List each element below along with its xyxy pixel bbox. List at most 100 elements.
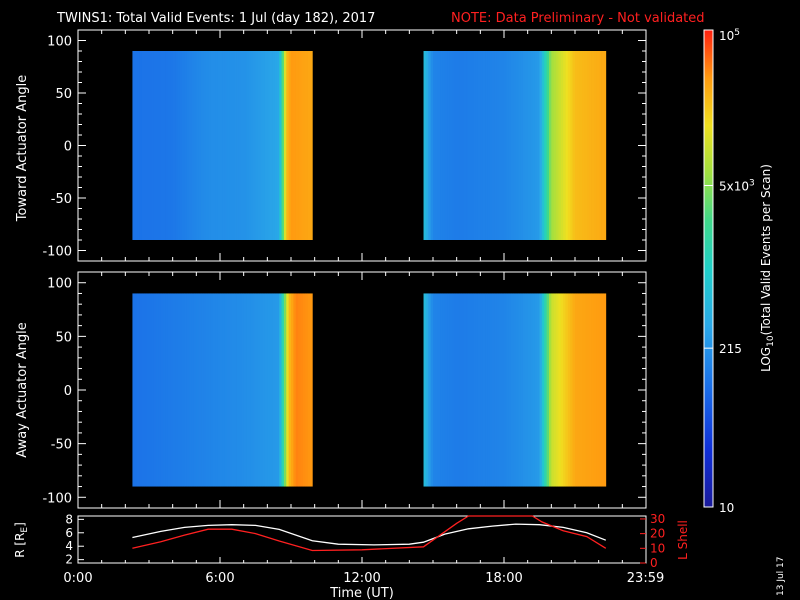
heatmap-column xyxy=(567,293,571,487)
heatmap-column xyxy=(435,51,439,240)
heatmap-column xyxy=(530,293,533,487)
heatmap-column xyxy=(241,51,245,240)
heatmap-column xyxy=(248,293,252,487)
heatmap-column xyxy=(572,293,576,487)
heatmap-column xyxy=(291,293,294,487)
heatmap-column xyxy=(430,51,434,240)
heatmap-column xyxy=(541,51,545,240)
heatmap-column xyxy=(598,51,602,240)
heatmap-column xyxy=(307,293,311,487)
heatmap-column xyxy=(572,51,576,240)
heatmap-column xyxy=(567,51,571,240)
heatmap-column xyxy=(205,293,209,487)
heatmap-column xyxy=(506,293,510,487)
heatmap-column xyxy=(139,51,143,240)
heatmap-column xyxy=(541,293,545,487)
heatmap-column xyxy=(196,51,200,240)
heatmap-column xyxy=(596,293,600,487)
heatmap-column xyxy=(575,293,578,487)
heatmap-column xyxy=(537,293,540,487)
y-tick-label: -50 xyxy=(51,192,72,207)
heatmap-column xyxy=(565,51,569,240)
heatmap-column xyxy=(425,293,429,487)
heatmap-column xyxy=(425,51,429,240)
heatmap-column xyxy=(548,51,552,240)
heatmap-column xyxy=(184,51,188,240)
heatmap-column xyxy=(582,51,585,240)
heatmap-column xyxy=(215,293,219,487)
heatmap-column xyxy=(582,293,585,487)
heatmap-column xyxy=(487,293,491,487)
heatmap-column xyxy=(203,51,207,240)
heatmap-column xyxy=(208,51,211,240)
x-tick-label: 12:00 xyxy=(343,571,380,586)
heatmap-column xyxy=(167,293,171,487)
heatmap-column xyxy=(525,51,529,240)
heatmap-column xyxy=(272,293,275,487)
heatmap-column xyxy=(132,293,136,487)
heatmap-column xyxy=(593,293,597,487)
heatmap-column xyxy=(184,293,188,487)
heatmap-column xyxy=(544,51,547,240)
heatmap-column xyxy=(134,51,138,240)
heatmap-column xyxy=(179,51,183,240)
heatmap-column xyxy=(246,293,249,487)
heatmap-column xyxy=(158,51,162,240)
heatmap-column xyxy=(165,51,169,240)
heatmap-column xyxy=(137,293,140,487)
heatmap-column xyxy=(596,51,600,240)
heatmap-column xyxy=(146,293,150,487)
orbit-panel-frame xyxy=(77,515,647,564)
colorbar-gradient xyxy=(704,30,713,507)
heatmap-column xyxy=(193,293,197,487)
y-tick-label: 0 xyxy=(64,140,72,155)
heatmap-column xyxy=(430,293,434,487)
heatmap-column xyxy=(222,51,226,240)
y-tick-label: 8 xyxy=(65,512,73,526)
colorbar-tick-label: 105 xyxy=(719,28,740,43)
heatmap-column xyxy=(243,51,247,240)
heatmap-column xyxy=(563,51,566,240)
heatmap-column xyxy=(546,51,550,240)
orbit-x-label: Time (UT) xyxy=(329,586,394,600)
heatmap-column xyxy=(560,51,564,240)
heatmap-column xyxy=(440,293,443,487)
heatmap-column xyxy=(193,51,197,240)
heatmap-column xyxy=(428,51,432,240)
heatmap-column xyxy=(177,51,181,240)
heatmap-column xyxy=(298,293,301,487)
away-y-ticks: 100 50 0 -50 -100 xyxy=(42,277,646,506)
heatmap-column xyxy=(537,51,540,240)
heatmap-column xyxy=(170,51,174,240)
heatmap-column xyxy=(305,51,308,240)
heatmap-column xyxy=(508,51,512,240)
heatmap-column xyxy=(534,51,538,240)
heatmap-column xyxy=(215,51,219,240)
y-tick-label: 4 xyxy=(65,539,73,553)
heatmap-column xyxy=(238,51,242,240)
heatmap-column xyxy=(470,293,474,487)
heatmap-column xyxy=(241,293,245,487)
heatmap-column xyxy=(269,51,273,240)
heatmap-column xyxy=(511,293,514,487)
heatmap-column xyxy=(482,51,486,240)
heatmap-column xyxy=(300,293,304,487)
heatmap-column xyxy=(461,293,465,487)
heatmap-column xyxy=(205,51,209,240)
heatmap-column xyxy=(579,51,583,240)
heatmap-column xyxy=(281,293,285,487)
heatmap-column xyxy=(309,293,313,487)
heatmap-column xyxy=(601,293,604,487)
heatmap-column xyxy=(236,293,240,487)
heatmap-column xyxy=(293,293,297,487)
heatmap-column xyxy=(515,51,519,240)
heatmap-column xyxy=(546,293,550,487)
heatmap-column xyxy=(243,293,247,487)
heatmap-column xyxy=(255,293,259,487)
heatmap-column xyxy=(466,293,469,487)
heatmap-column xyxy=(475,293,479,487)
toward-x-ticks xyxy=(77,30,647,261)
heatmap-column xyxy=(274,293,278,487)
